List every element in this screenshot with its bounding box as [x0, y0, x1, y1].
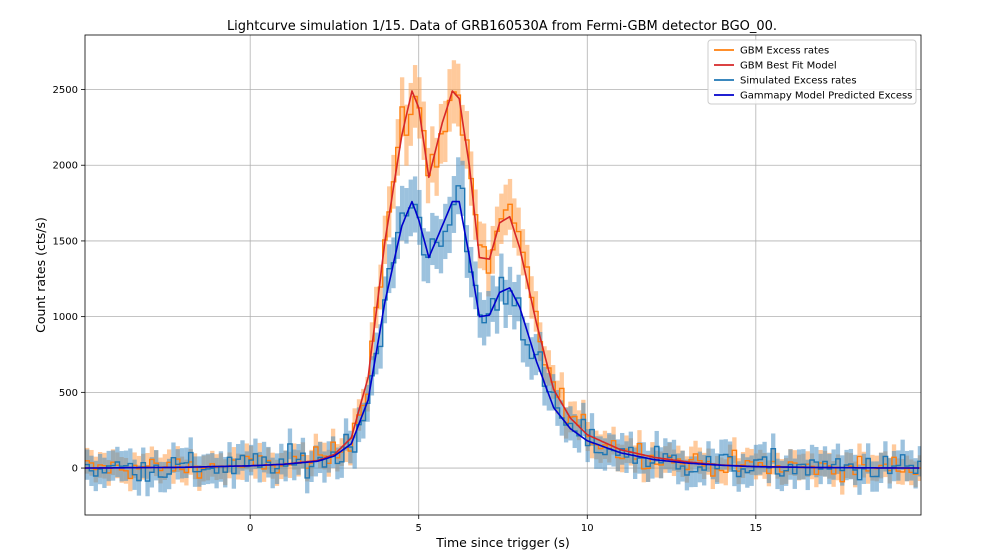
gammapy-model-line	[84, 200, 920, 469]
model-lines	[84, 90, 920, 469]
legend-entry: GBM Best Fit Model	[740, 61, 837, 72]
legend: GBM Excess rates GBM Best Fit Model Simula…	[707, 39, 917, 105]
x-tick-label: 10	[581, 523, 594, 534]
x-tick-label: 15	[749, 523, 762, 534]
chart-title: Lightcurve simulation 1/15. Data of GRB1…	[227, 19, 777, 34]
y-tick-label: 2000	[53, 161, 78, 172]
x-tick-label: 5	[416, 523, 422, 534]
legend-entry: Gammapy Model Predicted Excess	[740, 91, 912, 102]
y-tick-label: 2500	[53, 85, 78, 96]
legend-box	[707, 39, 917, 105]
y-tick-label: 1000	[53, 312, 78, 323]
x-tick-label: 0	[247, 523, 253, 534]
y-tick-label: 1500	[53, 236, 78, 247]
y-axis-label: Count rates (cts/s)	[33, 217, 48, 333]
y-tick-label: 500	[59, 388, 78, 399]
x-axis-label: Time since trigger (s)	[435, 535, 569, 550]
plot-frame	[84, 34, 922, 516]
legend-entry: Simulated Excess rates	[740, 76, 857, 87]
axis-ticks: 0 5 10 15 0 500 1000 1500 2000 2500	[53, 85, 763, 534]
y-tick-label: 0	[72, 464, 78, 475]
legend-entry: GBM Excess rates	[740, 46, 829, 57]
